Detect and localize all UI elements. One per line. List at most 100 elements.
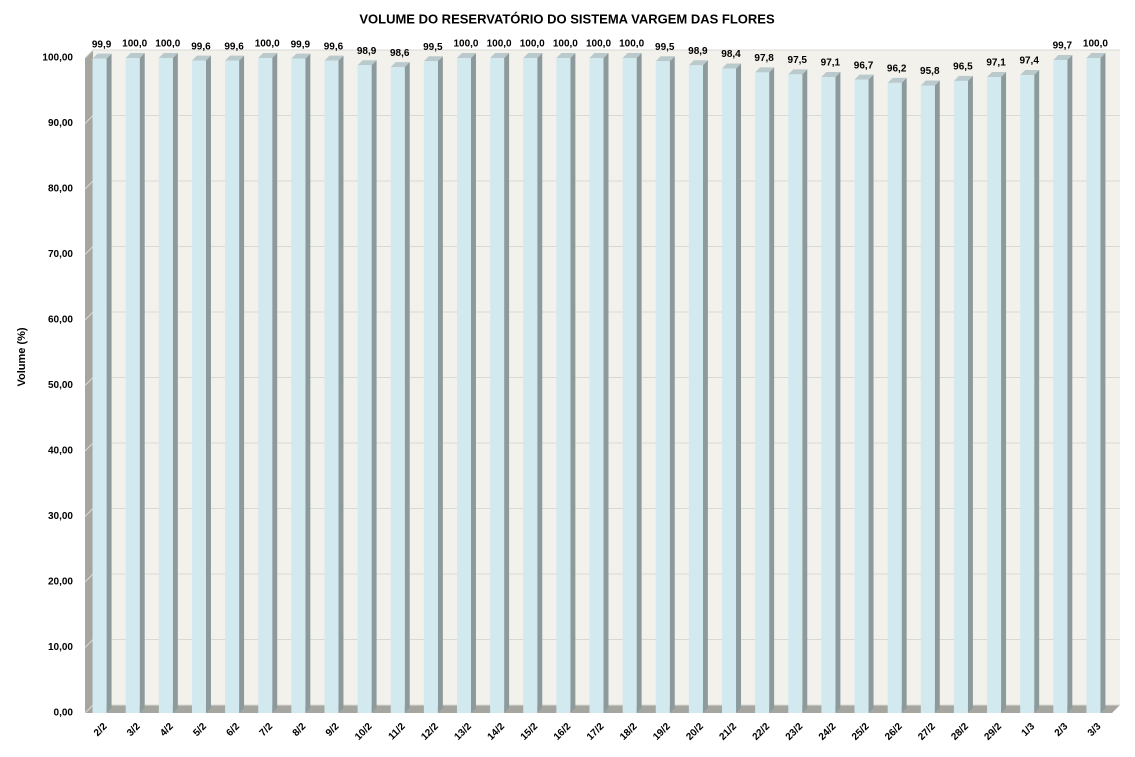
bar-top	[854, 74, 874, 80]
chart-title: VOLUME DO RESERVATÓRIO DO SISTEMA VARGEM…	[359, 11, 775, 26]
value-label: 97,4	[1019, 56, 1039, 67]
bar-side	[636, 53, 642, 713]
bar-top	[357, 60, 377, 66]
bar-side	[736, 63, 742, 714]
bar-top	[1086, 53, 1106, 58]
bar	[887, 82, 902, 713]
bar	[291, 58, 306, 713]
y-axis-label: Volume (%)	[16, 327, 28, 386]
bar-top	[755, 67, 775, 73]
y-tick-label: 100,00	[42, 53, 73, 64]
bar-top	[953, 75, 973, 81]
value-label: 99,6	[224, 41, 244, 52]
bar-top	[324, 55, 344, 61]
bar-side	[669, 56, 675, 713]
y-tick-label: 50,00	[48, 380, 73, 391]
bar-top	[1053, 54, 1073, 60]
value-label: 100,0	[520, 39, 545, 50]
bar	[92, 58, 107, 713]
y-tick-label: 30,00	[48, 511, 73, 522]
bar-side	[205, 55, 211, 714]
y-tick-label: 0,00	[54, 708, 74, 719]
bar-top	[722, 63, 742, 69]
bar-side	[437, 56, 443, 713]
bar	[788, 74, 803, 713]
bar	[854, 79, 869, 714]
value-label: 100,0	[586, 39, 611, 50]
bar-top	[423, 56, 443, 62]
bar-top	[622, 53, 642, 58]
value-label: 96,2	[887, 64, 907, 75]
bar-side	[272, 53, 278, 713]
value-label: 95,8	[920, 66, 940, 77]
y-tick-label: 70,00	[48, 249, 73, 260]
value-label: 100,0	[553, 39, 578, 50]
bar-side	[769, 67, 775, 713]
bar-side	[371, 60, 377, 713]
bar-top	[523, 53, 543, 58]
bar-top	[688, 60, 708, 66]
bar	[125, 58, 140, 713]
bar	[456, 58, 471, 713]
bar-side	[305, 53, 311, 713]
value-label: 100,0	[453, 39, 478, 50]
bar	[423, 61, 438, 713]
bar-top	[258, 53, 278, 58]
value-label: 96,7	[854, 60, 874, 71]
value-label: 98,9	[688, 46, 708, 57]
value-label: 96,5	[953, 62, 973, 73]
bar	[158, 58, 173, 713]
bar	[953, 80, 968, 714]
bar	[755, 72, 770, 713]
bar	[655, 61, 670, 713]
value-label: 100,0	[619, 39, 644, 50]
value-label: 99,5	[423, 42, 443, 53]
value-label: 97,1	[986, 58, 1006, 69]
bar-top	[158, 53, 178, 58]
bar-top	[490, 53, 510, 58]
value-label: 100,0	[255, 39, 280, 50]
bar	[920, 85, 935, 713]
value-label: 100,0	[1083, 39, 1108, 50]
y-tick-label: 80,00	[48, 184, 73, 195]
bar-side	[537, 53, 543, 713]
value-label: 100,0	[155, 39, 180, 50]
bar-top	[1020, 70, 1040, 76]
bar-side	[702, 60, 708, 713]
bar-side	[868, 74, 874, 714]
bar-top	[92, 53, 112, 59]
value-label: 98,4	[721, 49, 741, 60]
y-tick-label: 90,00	[48, 118, 73, 129]
bar-side	[967, 75, 973, 714]
bar-side	[404, 62, 410, 714]
bar-top	[920, 80, 940, 86]
bar-side	[338, 55, 344, 714]
bar	[1053, 59, 1068, 713]
bar	[1086, 58, 1101, 713]
value-label: 99,6	[191, 41, 211, 52]
value-label: 97,5	[788, 55, 808, 66]
value-label: 99,6	[324, 41, 344, 52]
value-label: 99,7	[1053, 41, 1073, 52]
bar-top	[456, 53, 476, 58]
bar	[523, 58, 538, 713]
value-label: 99,5	[655, 42, 675, 53]
bar-side	[172, 53, 178, 713]
bar-side	[239, 55, 245, 714]
bar-side	[835, 71, 841, 714]
bar-top	[225, 55, 245, 61]
bar	[191, 60, 206, 714]
bar	[556, 58, 571, 713]
bar-top	[390, 62, 410, 68]
bar-side	[1100, 53, 1106, 713]
bar	[987, 76, 1002, 714]
value-label: 100,0	[487, 39, 512, 50]
value-label: 97,8	[754, 53, 774, 64]
bar-top	[821, 71, 841, 77]
bar	[357, 65, 372, 713]
bar-top	[191, 55, 211, 61]
bar-side	[934, 80, 940, 713]
value-label: 99,9	[291, 39, 311, 50]
bar-side	[139, 53, 145, 713]
bar-side	[106, 53, 112, 713]
